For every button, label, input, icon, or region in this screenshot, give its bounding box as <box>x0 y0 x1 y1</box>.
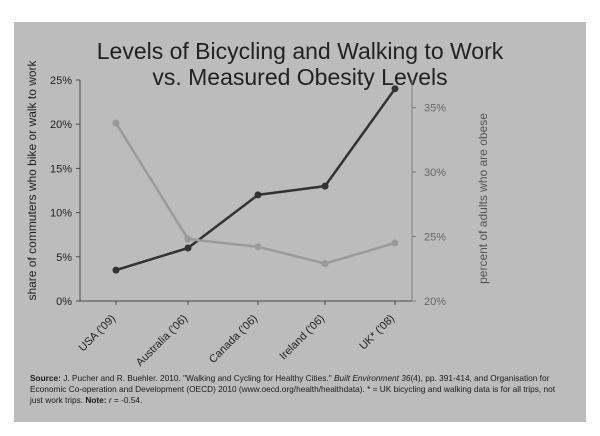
left-tick-label: 10% <box>50 208 72 220</box>
left-tick-label: 20% <box>50 119 72 131</box>
x-tick-label: Australia ('06) <box>134 313 190 369</box>
note-r: r <box>108 395 112 405</box>
source-journal: Built Environment 36 <box>333 373 411 383</box>
note-value: = -0.54. <box>111 395 143 405</box>
chart-title: Levels of Bicycling and Walking to Work <box>96 38 504 64</box>
right-tick-label: 25% <box>424 232 446 244</box>
right-tick-label: 35% <box>424 103 446 115</box>
note-label: Note: <box>85 395 107 405</box>
source-note: Source: J. Pucher and R. Buehler. 2010. … <box>30 373 570 406</box>
left-tick-label: 15% <box>50 163 72 175</box>
left-tick-label: 0% <box>56 296 72 308</box>
data-point-bike-walk <box>112 266 120 274</box>
x-tick-label: USA ('09) <box>77 313 119 355</box>
right-tick-label: 20% <box>424 296 446 308</box>
data-point-obesity <box>184 235 192 243</box>
x-tick-label: Canada ('06) <box>207 313 260 366</box>
data-point-obesity <box>112 119 120 127</box>
data-point-bike-walk <box>321 182 329 190</box>
series-line-bike-walk <box>115 88 397 272</box>
right-axis-title: percent of adults who are obese <box>476 113 490 284</box>
left-tick-label: 25% <box>50 75 72 87</box>
data-point-bike-walk <box>184 244 192 252</box>
chart-subtitle: vs. Measured Obesity Levels <box>152 64 448 90</box>
right-tick-label: 30% <box>424 167 446 179</box>
data-point-obesity <box>254 243 262 251</box>
data-point-bike-walk <box>391 85 399 93</box>
left-tick-label: 5% <box>56 252 72 264</box>
chart-panel <box>14 22 586 422</box>
data-point-obesity <box>321 260 329 268</box>
left-axis-title: share of commuters who bike or walk to w… <box>25 59 39 300</box>
source-text-2: (4), pp. 391-414, and Organisation for E… <box>30 373 556 405</box>
x-tick-label: UK* ('08) <box>357 313 397 353</box>
data-point-bike-walk <box>254 191 262 199</box>
source-text-1: J. Pucher and R. Buehler. 2010. "Walking… <box>60 373 334 383</box>
data-point-obesity <box>391 239 399 247</box>
source-prefix: Source: <box>30 373 61 383</box>
x-tick-label: Ireland ('06) <box>277 313 327 363</box>
